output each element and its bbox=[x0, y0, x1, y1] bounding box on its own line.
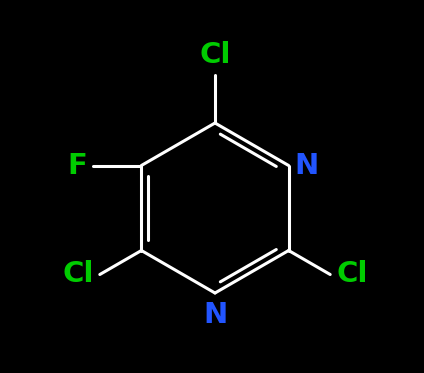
Text: Cl: Cl bbox=[199, 41, 231, 69]
Text: Cl: Cl bbox=[336, 260, 368, 288]
Text: F: F bbox=[67, 151, 87, 179]
Text: N: N bbox=[295, 151, 319, 179]
Text: N: N bbox=[203, 301, 227, 329]
Text: Cl: Cl bbox=[62, 260, 94, 288]
